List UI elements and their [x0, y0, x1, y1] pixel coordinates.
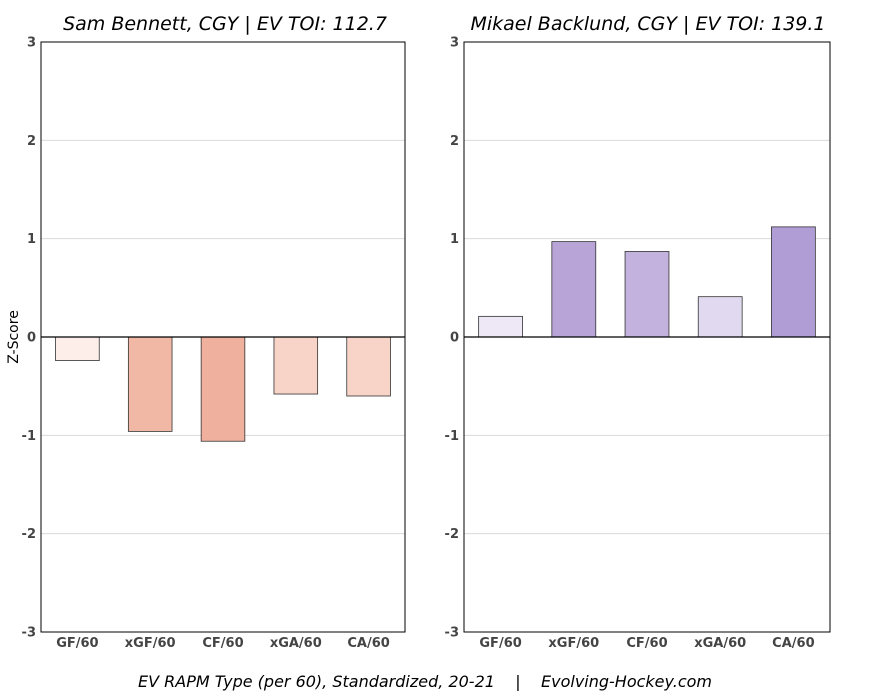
left-y-tick-label: -2 — [22, 527, 36, 542]
left-bar-cf-per-60 — [200, 336, 246, 442]
left-chart-title: Sam Bennett, CGY | EV TOI: 112.7 — [63, 13, 387, 35]
left-y-tick-label: 3 — [27, 36, 36, 51]
left-y-tick-label: 1 — [27, 232, 36, 247]
left-x-tick-label: CA/60 — [347, 636, 389, 651]
left-bar-xga-per-60 — [273, 336, 319, 395]
right-x-tick-label: xGA/60 — [694, 636, 746, 651]
right-y-tick-label: -2 — [445, 527, 459, 542]
right-y-tick-label: 0 — [450, 331, 459, 346]
left-bar-gf-per-60 — [55, 336, 100, 362]
left-gridlines — [41, 139, 405, 535]
right-bar-xga-per-60 — [697, 296, 743, 338]
left-y-tick-label: -3 — [22, 626, 36, 641]
left-y-tick-label: 0 — [27, 331, 36, 346]
left-x-tick-label: CF/60 — [202, 636, 243, 651]
left-panel: Sam Bennett, CGY | EV TOI: 112.7 -3 -2 -1 0… — [6, 13, 406, 652]
left-x-tick-label: xGF/60 — [125, 636, 176, 651]
left-ticks: -3 -2 -1 0 1 2 3 GF/60 xGF/60 CF/60 xGA/60 CA/60 — [22, 36, 390, 652]
footer-caption: EV RAPM Type (per 60), Standardized, 20-… — [138, 672, 712, 691]
right-gridlines — [464, 139, 830, 535]
left-bar-ca-per-60 — [346, 336, 391, 397]
right-y-tick-label: 3 — [450, 36, 459, 51]
left-bars — [41, 336, 405, 442]
y-axis-label: Z-Score — [6, 310, 22, 364]
right-x-tick-label: GF/60 — [479, 636, 521, 651]
right-y-tick-label: 1 — [450, 232, 459, 247]
left-plot-frame — [40, 41, 406, 633]
left-y-tick-label: -1 — [22, 429, 36, 444]
right-y-tick-label: -1 — [445, 429, 459, 444]
right-bar-gf-per-60 — [478, 315, 523, 338]
right-panel: Mikael Backlund, CGY | EV TOI: 139.1 -3-… — [445, 13, 831, 652]
right-x-tick-label: CF/60 — [626, 636, 667, 651]
right-y-tick-label: -3 — [445, 626, 459, 641]
right-x-tick-label: xGF/60 — [548, 636, 599, 651]
right-y-tick-label: 2 — [450, 134, 459, 149]
right-bar-xgf-per-60 — [551, 241, 597, 338]
left-bar-xgf-per-60 — [127, 336, 173, 432]
right-chart-title: Mikael Backlund, CGY | EV TOI: 139.1 — [470, 13, 825, 35]
left-y-tick-label: 2 — [27, 134, 36, 149]
right-bar-cf-per-60 — [624, 251, 670, 338]
right-x-tick-label: CA/60 — [772, 636, 814, 651]
right-ticks: -3 -2 -1 0 1 2 3 GF/60 xGF/60 CF/60 xGA/60 CA/60 — [445, 36, 815, 652]
left-x-tick-label: xGA/60 — [270, 636, 322, 651]
right-plot-frame — [463, 41, 831, 633]
left-x-tick-label: GF/60 — [56, 636, 98, 651]
right-bar-ca-per-60 — [771, 226, 816, 338]
right-bars — [464, 226, 830, 338]
